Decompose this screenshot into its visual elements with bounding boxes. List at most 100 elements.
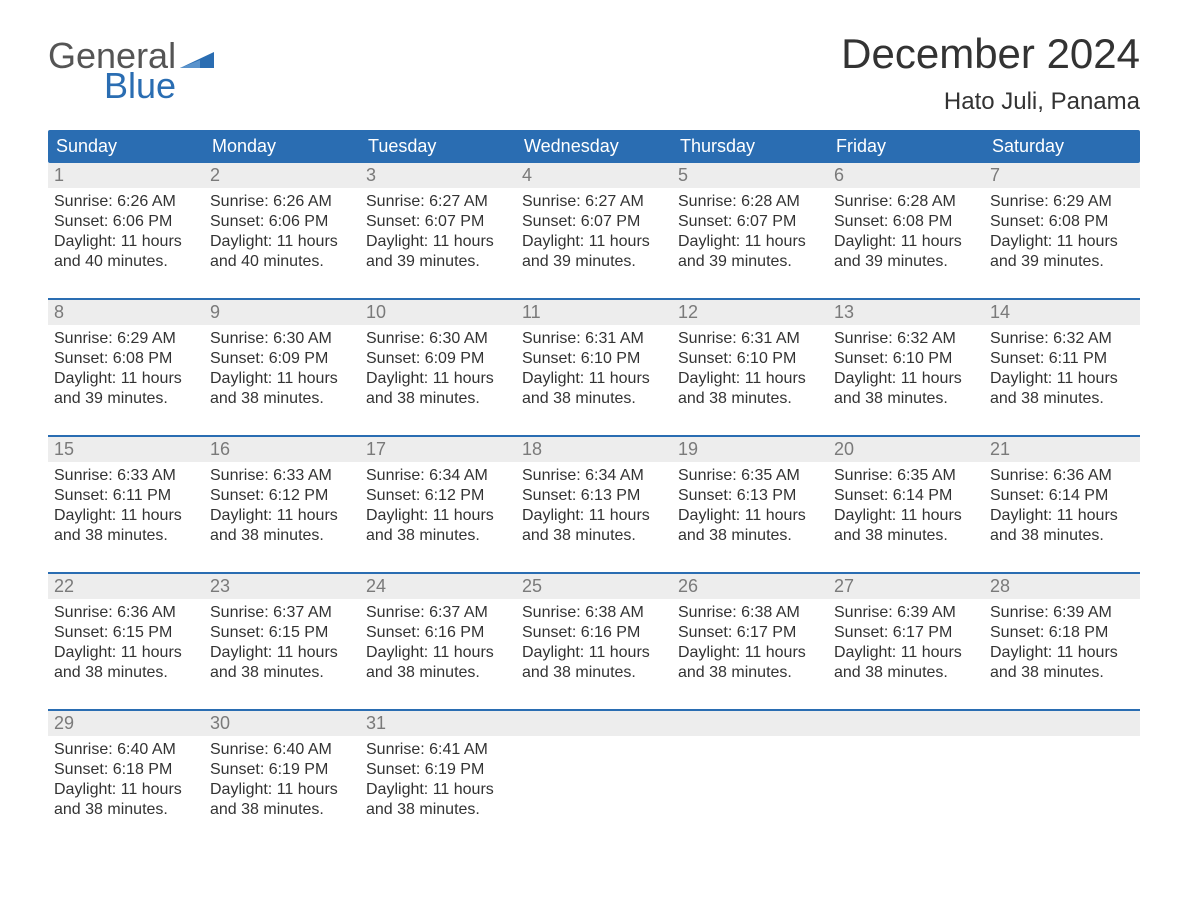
day-details: Sunrise: 6:38 AMSunset: 6:16 PMDaylight:… — [516, 599, 672, 693]
detail-line: Sunrise: 6:28 AM — [678, 192, 822, 212]
detail-line: Daylight: 11 hours — [522, 369, 666, 389]
detail-line: Sunset: 6:17 PM — [678, 623, 822, 643]
day-header: Sunday — [48, 130, 204, 163]
calendar: Sunday Monday Tuesday Wednesday Thursday… — [48, 130, 1140, 830]
detail-line: Sunrise: 6:29 AM — [990, 192, 1134, 212]
day-number: 14 — [984, 300, 1140, 325]
detail-line: and 39 minutes. — [366, 252, 510, 272]
detail-line: Daylight: 11 hours — [990, 369, 1134, 389]
detail-line: and 39 minutes. — [834, 252, 978, 272]
detail-line: Daylight: 11 hours — [990, 643, 1134, 663]
detail-line: Daylight: 11 hours — [522, 506, 666, 526]
detail-line: Sunrise: 6:36 AM — [54, 603, 198, 623]
detail-line: Sunset: 6:19 PM — [210, 760, 354, 780]
day-number: 2 — [204, 163, 360, 188]
detail-line: and 38 minutes. — [366, 526, 510, 546]
detail-line: Sunset: 6:19 PM — [366, 760, 510, 780]
detail-line: Sunset: 6:16 PM — [366, 623, 510, 643]
day-number: 9 — [204, 300, 360, 325]
detail-line: Daylight: 11 hours — [210, 506, 354, 526]
day-details: Sunrise: 6:29 AMSunset: 6:08 PMDaylight:… — [984, 188, 1140, 282]
day-number: 22 — [48, 574, 204, 599]
day-number — [984, 711, 1140, 736]
detail-line: Sunrise: 6:31 AM — [522, 329, 666, 349]
detail-line: Daylight: 11 hours — [54, 780, 198, 800]
detail-line: and 38 minutes. — [210, 663, 354, 683]
day-number: 7 — [984, 163, 1140, 188]
detail-line: Sunrise: 6:38 AM — [522, 603, 666, 623]
detail-line: Daylight: 11 hours — [210, 369, 354, 389]
detail-line: Sunset: 6:16 PM — [522, 623, 666, 643]
detail-line: Sunset: 6:07 PM — [522, 212, 666, 232]
detail-line: Sunrise: 6:32 AM — [990, 329, 1134, 349]
detail-line: Sunset: 6:13 PM — [678, 486, 822, 506]
day-details: Sunrise: 6:30 AMSunset: 6:09 PMDaylight:… — [204, 325, 360, 419]
detail-line: Daylight: 11 hours — [210, 643, 354, 663]
day-number: 27 — [828, 574, 984, 599]
logo-text-blue: Blue — [104, 68, 214, 104]
detail-line: Daylight: 11 hours — [834, 369, 978, 389]
day-details: Sunrise: 6:28 AMSunset: 6:07 PMDaylight:… — [672, 188, 828, 282]
day-details: Sunrise: 6:39 AMSunset: 6:18 PMDaylight:… — [984, 599, 1140, 693]
day-number: 26 — [672, 574, 828, 599]
day-details — [828, 736, 984, 830]
detail-line: Daylight: 11 hours — [990, 232, 1134, 252]
detail-line: Sunrise: 6:33 AM — [210, 466, 354, 486]
detail-line: Sunrise: 6:40 AM — [210, 740, 354, 760]
detail-line: and 38 minutes. — [678, 526, 822, 546]
detail-line: Sunrise: 6:33 AM — [54, 466, 198, 486]
detail-line: Sunrise: 6:35 AM — [834, 466, 978, 486]
detail-line: and 38 minutes. — [54, 800, 198, 820]
day-number: 1 — [48, 163, 204, 188]
day-number: 11 — [516, 300, 672, 325]
day-number: 25 — [516, 574, 672, 599]
day-number: 16 — [204, 437, 360, 462]
day-details — [672, 736, 828, 830]
detail-line: and 38 minutes. — [54, 526, 198, 546]
detail-line: Sunrise: 6:39 AM — [834, 603, 978, 623]
detail-line: Daylight: 11 hours — [522, 643, 666, 663]
day-number — [672, 711, 828, 736]
detail-line: and 39 minutes. — [990, 252, 1134, 272]
detail-line: Daylight: 11 hours — [834, 506, 978, 526]
day-details: Sunrise: 6:34 AMSunset: 6:13 PMDaylight:… — [516, 462, 672, 556]
day-number: 13 — [828, 300, 984, 325]
day-details: Sunrise: 6:32 AMSunset: 6:11 PMDaylight:… — [984, 325, 1140, 419]
detail-line: and 40 minutes. — [210, 252, 354, 272]
week-row: 22232425262728 Sunrise: 6:36 AM Sunset: 6:… — [48, 572, 1140, 693]
detail-line: Sunrise: 6:39 AM — [990, 603, 1134, 623]
detail-line: Sunset: 6:17 PM — [834, 623, 978, 643]
day-number: 28 — [984, 574, 1140, 599]
day-number — [828, 711, 984, 736]
detail-line: Daylight: 11 hours — [366, 506, 510, 526]
detail-line: Daylight: 11 hours — [366, 369, 510, 389]
header: General Blue December 2024 Hato Juli, Pa… — [48, 30, 1140, 116]
detail-line: Sunset: 6:15 PM — [210, 623, 354, 643]
detail-line: and 39 minutes. — [54, 389, 198, 409]
detail-line: and 38 minutes. — [366, 663, 510, 683]
detail-line: Daylight: 11 hours — [678, 369, 822, 389]
detail-line: and 38 minutes. — [210, 389, 354, 409]
detail-line: Sunset: 6:10 PM — [522, 349, 666, 369]
week-row: 1234567Sunrise: 6:26 AMSunset: 6:06 PMDa… — [48, 163, 1140, 282]
day-number-row: 22232425262728 — [48, 574, 1140, 599]
detail-line: Sunset: 6:08 PM — [54, 349, 198, 369]
detail-line: Sunset: 6:06 PM — [210, 212, 354, 232]
detail-line: Sunset: 6:11 PM — [54, 486, 198, 506]
detail-line: Daylight: 11 hours — [522, 232, 666, 252]
detail-line: Sunset: 6:10 PM — [678, 349, 822, 369]
day-number: 21 — [984, 437, 1140, 462]
day-details — [984, 736, 1140, 830]
day-details: Sunrise: 6:30 AMSunset: 6:09 PMDaylight:… — [360, 325, 516, 419]
detail-line: Daylight: 11 hours — [834, 643, 978, 663]
location: Hato Juli, Panama — [841, 88, 1140, 116]
detail-line: and 38 minutes. — [366, 389, 510, 409]
day-details: Sunrise: 6:28 AMSunset: 6:08 PMDaylight:… — [828, 188, 984, 282]
day-details: Sunrise: 6:33 AMSunset: 6:12 PMDaylight:… — [204, 462, 360, 556]
detail-line: Sunrise: 6:29 AM — [54, 329, 198, 349]
day-header: Saturday — [984, 130, 1140, 163]
day-number: 24 — [360, 574, 516, 599]
detail-line: Sunrise: 6:34 AM — [522, 466, 666, 486]
detail-line: and 38 minutes. — [990, 663, 1134, 683]
detail-line: Daylight: 11 hours — [210, 780, 354, 800]
